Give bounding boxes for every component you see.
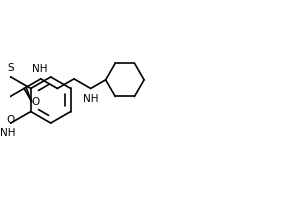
Text: O: O xyxy=(32,97,40,107)
Text: NH: NH xyxy=(32,64,47,74)
Text: O: O xyxy=(7,115,15,125)
Text: NH: NH xyxy=(83,94,98,104)
Text: NH: NH xyxy=(0,128,16,138)
Text: S: S xyxy=(8,63,14,73)
